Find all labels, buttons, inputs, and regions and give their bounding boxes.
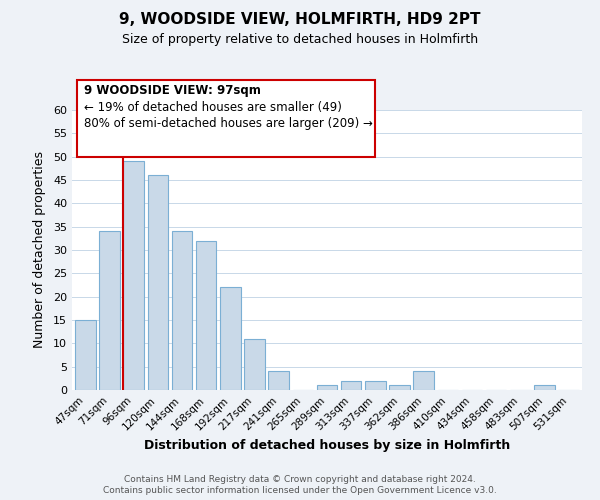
Text: 9 WOODSIDE VIEW: 97sqm: 9 WOODSIDE VIEW: 97sqm: [85, 84, 261, 97]
X-axis label: Distribution of detached houses by size in Holmfirth: Distribution of detached houses by size …: [144, 438, 510, 452]
Text: Size of property relative to detached houses in Holmfirth: Size of property relative to detached ho…: [122, 32, 478, 46]
Text: Contains HM Land Registry data © Crown copyright and database right 2024.: Contains HM Land Registry data © Crown c…: [124, 475, 476, 484]
Bar: [268, 372, 289, 390]
Bar: [124, 162, 144, 390]
Bar: [413, 372, 434, 390]
Bar: [317, 386, 337, 390]
Bar: [244, 338, 265, 390]
Bar: [99, 232, 120, 390]
Bar: [534, 386, 555, 390]
Y-axis label: Number of detached properties: Number of detached properties: [33, 152, 46, 348]
Bar: [220, 288, 241, 390]
Bar: [196, 240, 217, 390]
Text: 80% of semi-detached houses are larger (209) →: 80% of semi-detached houses are larger (…: [85, 117, 373, 130]
Bar: [341, 380, 361, 390]
Bar: [172, 232, 192, 390]
Bar: [148, 176, 168, 390]
Text: 9, WOODSIDE VIEW, HOLMFIRTH, HD9 2PT: 9, WOODSIDE VIEW, HOLMFIRTH, HD9 2PT: [119, 12, 481, 28]
Bar: [75, 320, 95, 390]
Bar: [365, 380, 386, 390]
Text: Contains public sector information licensed under the Open Government Licence v3: Contains public sector information licen…: [103, 486, 497, 495]
Bar: [389, 386, 410, 390]
Text: ← 19% of detached houses are smaller (49): ← 19% of detached houses are smaller (49…: [85, 100, 342, 114]
